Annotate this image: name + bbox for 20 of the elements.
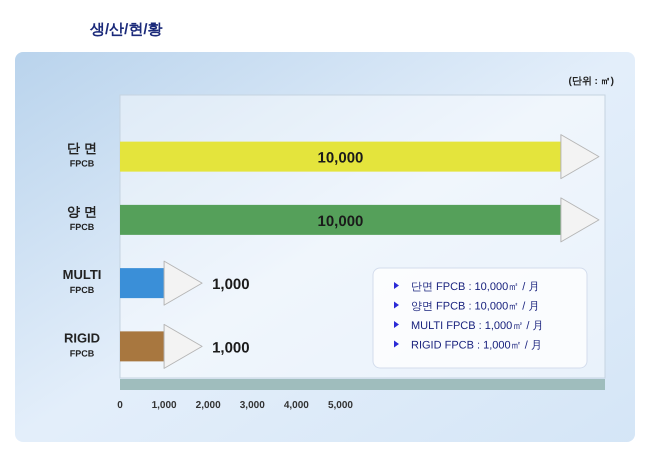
data-label: 10,000 — [318, 150, 364, 167]
x-tick-label: 3,000 — [240, 400, 266, 411]
y-tick-label: RIGID FPCB — [64, 330, 100, 358]
chart-title: 생/산/현/황 — [89, 21, 163, 38]
data-label: 10,000 — [318, 212, 364, 230]
annotation: RIGID FPCB : 1,000㎡ / 月 — [411, 340, 542, 352]
annotation: 양면 FPCB : 10,000㎡ / 月 — [411, 300, 540, 312]
y-tick-label: MULTI FPCB — [62, 267, 102, 296]
data-label: 1,000 — [212, 276, 250, 294]
data-label: 1,000 — [212, 339, 250, 356]
annotation: 단면 FPCB : 10,000㎡ / 月 — [411, 281, 540, 293]
y-tick-label: 단 면 FPCB — [67, 140, 97, 169]
text: (단위 : ㎡) — [568, 76, 614, 87]
x-tick-label: 1,000 — [152, 400, 178, 411]
x-tick-label: 2,000 — [196, 400, 222, 411]
y-tick-label: 양 면 FPCB — [67, 204, 97, 232]
x-tick-label: 5,000 — [328, 400, 354, 411]
x-tick-label: 0 — [117, 400, 124, 411]
x-tick-label: 4,000 — [284, 400, 310, 411]
annotation: MULTI FPCB : 1,000㎡ / 月 — [411, 320, 544, 332]
